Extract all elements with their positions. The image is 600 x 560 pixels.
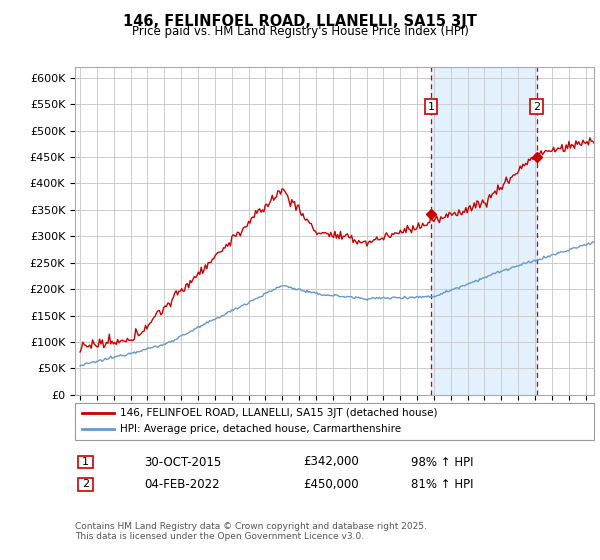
Text: Contains HM Land Registry data © Crown copyright and database right 2025.: Contains HM Land Registry data © Crown c… [75,522,427,531]
Text: HPI: Average price, detached house, Carmarthenshire: HPI: Average price, detached house, Carm… [120,424,401,435]
Text: 146, FELINFOEL ROAD, LLANELLI, SA15 3JT (detached house): 146, FELINFOEL ROAD, LLANELLI, SA15 3JT … [120,408,437,418]
Text: 30-OCT-2015: 30-OCT-2015 [144,455,221,469]
Text: 2: 2 [533,101,540,111]
Text: 1: 1 [82,457,89,467]
Text: 98% ↑ HPI: 98% ↑ HPI [411,455,473,469]
Text: This data is licensed under the Open Government Licence v3.0.: This data is licensed under the Open Gov… [75,532,364,541]
Text: Price paid vs. HM Land Registry's House Price Index (HPI): Price paid vs. HM Land Registry's House … [131,25,469,38]
Bar [431,67,536,395]
Text: 2: 2 [82,479,89,489]
Text: 04-FEB-2022: 04-FEB-2022 [144,478,220,491]
Text: £342,000: £342,000 [303,455,359,469]
Text: 146, FELINFOEL ROAD, LLANELLI, SA15 3JT: 146, FELINFOEL ROAD, LLANELLI, SA15 3JT [123,14,477,29]
Text: 1: 1 [428,101,434,111]
Text: 81% ↑ HPI: 81% ↑ HPI [411,478,473,491]
Text: £450,000: £450,000 [303,478,359,491]
